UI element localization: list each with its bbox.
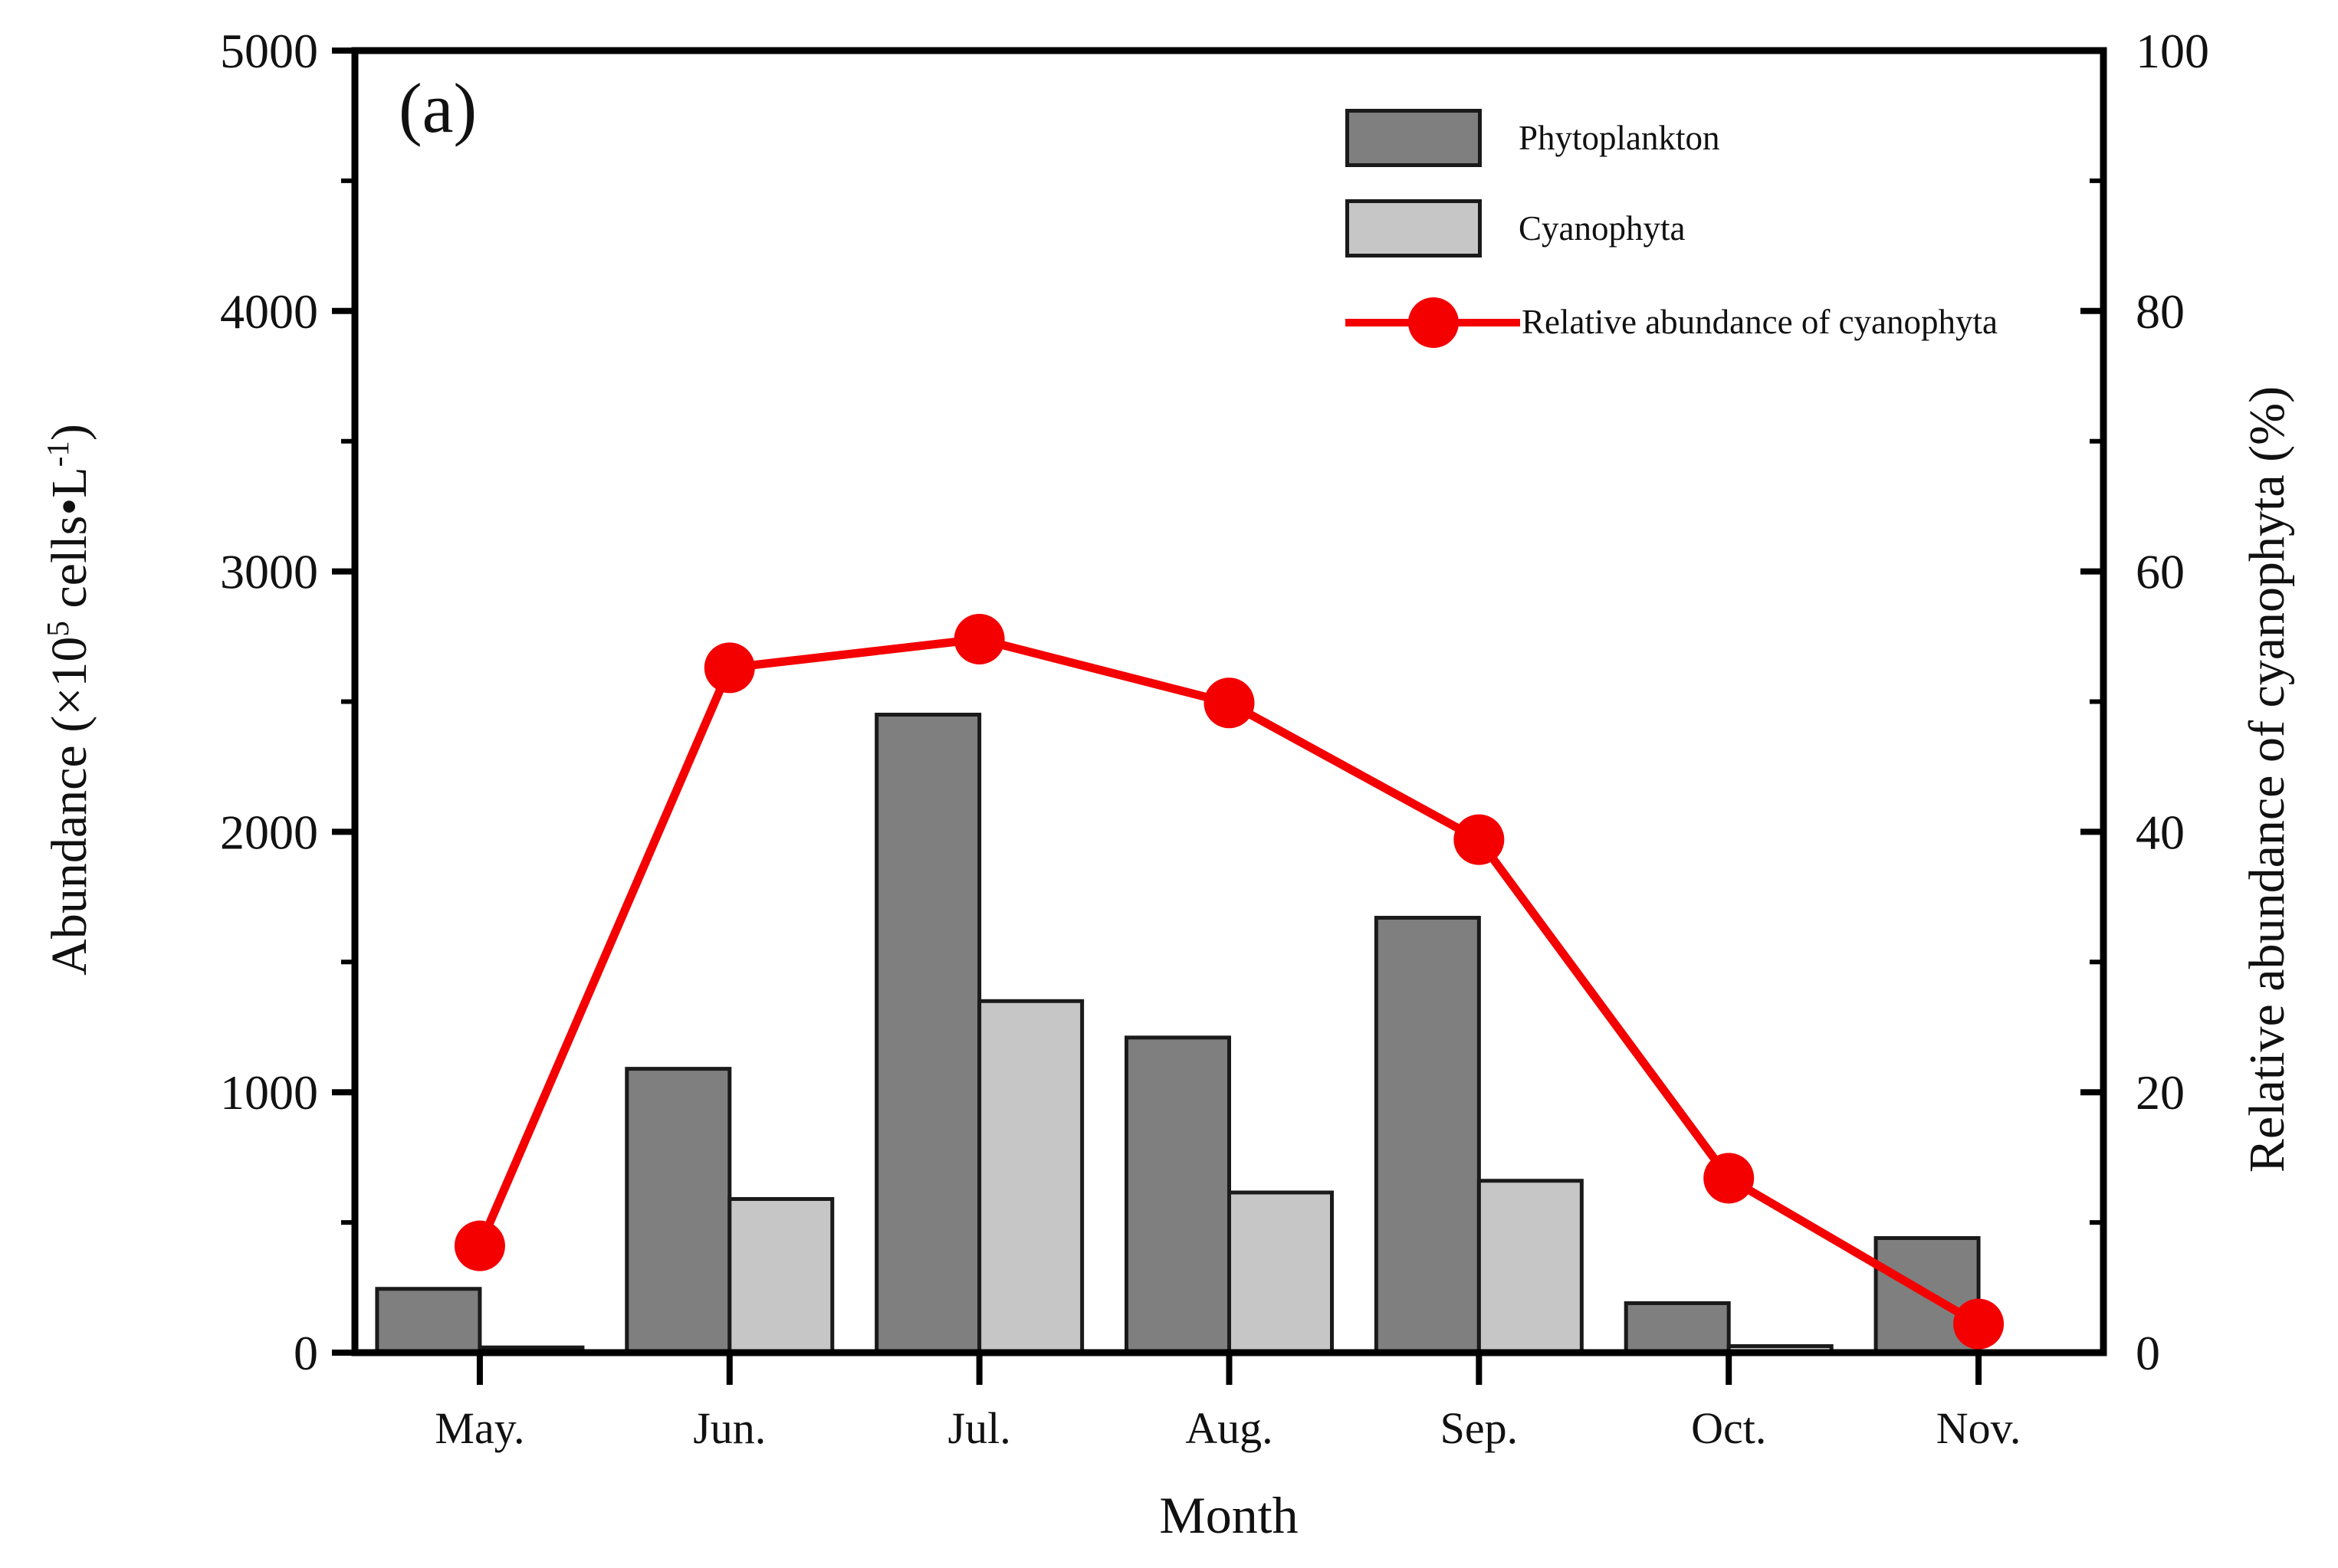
x-tick-label: Aug. [1185,1403,1272,1453]
legend-label-cyanophyta: Cyanophyta [1519,209,1686,248]
x-tick-label: May. [435,1403,524,1453]
legend-item-cyanophyta: Cyanophyta [1345,198,1685,259]
relative-abundance-point [954,613,1005,664]
left-tick-label: 5000 [220,24,318,78]
left-tick-label: 0 [294,1326,318,1380]
right-tick-label: 0 [2136,1326,2160,1380]
x-tick-label: Jun. [693,1403,766,1453]
phytoplankton-bar [625,1067,732,1355]
left-axis-title-text2: cells•L [41,467,97,622]
x-tick-label: Oct. [1691,1403,1766,1453]
legend-label-relative-abundance: Relative abundance of cyanophyta [1522,303,1998,341]
red-line-marker-icon [1345,293,1520,351]
x-tick-label: Nov. [1936,1403,2021,1453]
relative-abundance-point [1703,1153,1755,1204]
right-tick-label: 60 [2136,545,2185,599]
relative-abundance-point [1203,677,1255,729]
x-tick-label: Sep. [1440,1403,1519,1453]
cyanophyta-bar [1227,1190,1334,1355]
legend-item-phytoplankton: Phytoplankton [1345,107,1720,169]
legend-label-phytoplankton: Phytoplankton [1519,119,1720,157]
phytoplankton-bar [1374,916,1481,1355]
left-tick-label: 3000 [220,545,318,599]
left-axis-title-sup: 5 [41,621,75,637]
right-axis-title: Relative abundance of cyanophyta (%) [2239,385,2295,1173]
phytoplankton-swatch-icon [1345,109,1482,167]
panel-label: (a) [399,69,478,147]
cyanophyta-bar [727,1197,835,1355]
x-axis-title: Month [1159,1486,1299,1544]
cyanophyta-bar [977,999,1085,1355]
phytoplankton-bar [1125,1035,1231,1355]
x-tick-label: Jul. [948,1403,1011,1453]
left-tick-label: 4000 [220,284,318,339]
left-axis-title-text: Abundance (×10 [41,636,97,976]
right-tick-label: 20 [2136,1065,2185,1120]
right-tick-label: 100 [2136,24,2209,78]
phytoplankton-bar [375,1287,482,1355]
relative-abundance-point [704,642,755,694]
legend-item-relative-abundance: Relative abundance of cyanophyta [1345,291,1998,353]
left-tick-label: 2000 [220,805,318,859]
relative-abundance-point [1453,814,1505,865]
cyanophyta-swatch-icon [1345,199,1482,258]
left-axis-title-sup2: -1 [41,441,75,467]
left-tick-label: 1000 [220,1065,318,1120]
left-axis-title: Abundance (×105 cells•L-1) [41,194,125,1206]
phytoplankton-bar [1624,1301,1731,1355]
phytoplankton-bar [875,712,982,1355]
relative-abundance-point [1953,1298,2005,1350]
right-tick-label: 40 [2136,805,2185,859]
left-axis-title-text3: ) [41,424,97,441]
cyanophyta-bar [1476,1179,1584,1355]
right-tick-label: 80 [2136,284,2185,339]
relative-abundance-point [454,1220,505,1271]
